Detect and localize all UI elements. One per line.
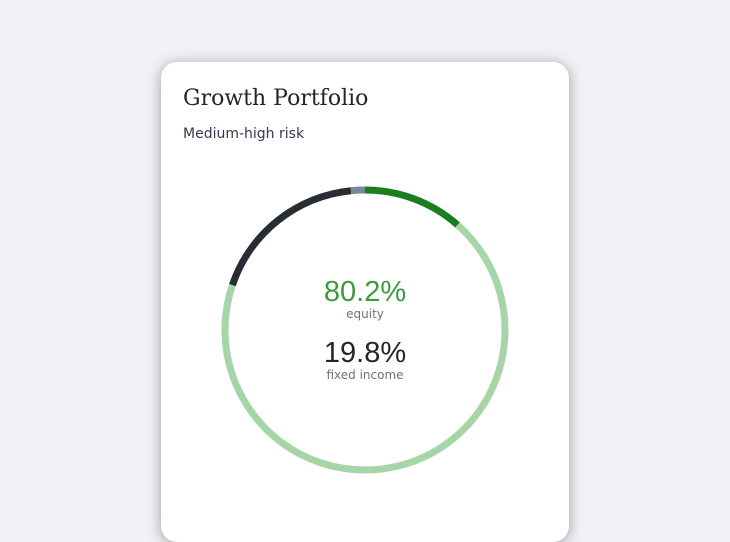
donut-segment-3 [350,186,366,195]
equity-label: equity [346,307,384,321]
donut-segment-2 [229,187,352,287]
fixed-income-summary: 19.8% fixed income [265,338,465,382]
donut-segment-1 [221,222,509,474]
donut-segment-0 [364,186,460,228]
fixed-income-percent: 19.8% [323,337,407,369]
portfolio-card: Growth Portfolio Medium-high risk 80.2% … [161,62,569,542]
equity-summary: 80.2% equity [265,277,465,321]
card-title: Growth Portfolio [183,86,369,111]
allocation-donut-chart [221,186,509,474]
card-subtitle: Medium-high risk [183,126,305,142]
equity-percent: 80.2% [323,276,407,308]
fixed-income-label: fixed income [326,368,404,382]
